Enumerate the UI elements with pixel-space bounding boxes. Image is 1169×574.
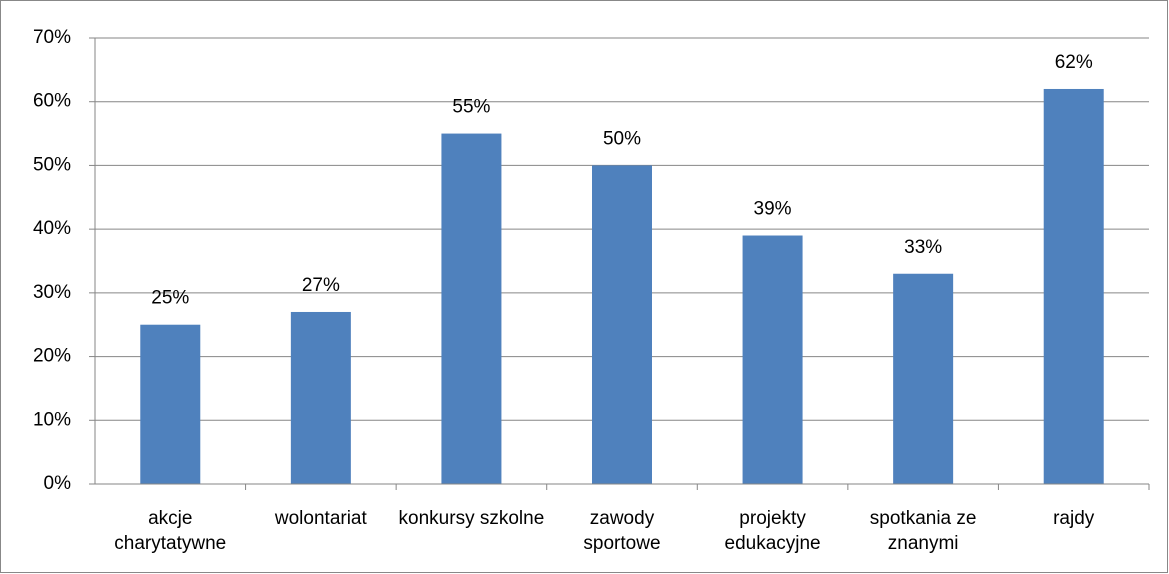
x-tick-label: projekty edukacyjne bbox=[724, 508, 821, 554]
data-label: 62% bbox=[1055, 52, 1093, 73]
data-label: 55% bbox=[452, 97, 490, 118]
x-tick-label: wolontariat bbox=[274, 508, 367, 529]
bar bbox=[893, 273, 954, 484]
data-label: 33% bbox=[904, 237, 942, 258]
bar bbox=[290, 311, 351, 484]
data-label: 25% bbox=[151, 288, 189, 309]
y-tick-label: 50% bbox=[33, 154, 71, 175]
y-tick-label: 20% bbox=[33, 346, 71, 367]
x-tick-label: rajdy bbox=[1053, 508, 1095, 529]
bar bbox=[742, 235, 803, 484]
data-label: 39% bbox=[754, 199, 792, 220]
y-tick-label: 10% bbox=[33, 409, 71, 430]
bar bbox=[140, 324, 201, 484]
data-label: 50% bbox=[603, 128, 641, 149]
x-tick-label: zawody sportowe bbox=[583, 508, 661, 554]
y-tick-label: 70% bbox=[33, 27, 71, 48]
y-tick-label: 0% bbox=[44, 473, 72, 494]
y-tick-label: 40% bbox=[33, 218, 71, 239]
bar bbox=[1043, 88, 1104, 484]
bar bbox=[441, 133, 502, 485]
data-label: 27% bbox=[302, 275, 340, 296]
y-tick-label: 30% bbox=[33, 282, 71, 303]
x-tick-label: akcje charytatywne bbox=[114, 508, 227, 554]
x-tick-label: spotkania ze znanymi bbox=[869, 508, 977, 554]
bar bbox=[592, 165, 652, 484]
y-tick-label: 60% bbox=[33, 91, 71, 112]
x-tick-label: konkursy szkolne bbox=[398, 508, 545, 529]
